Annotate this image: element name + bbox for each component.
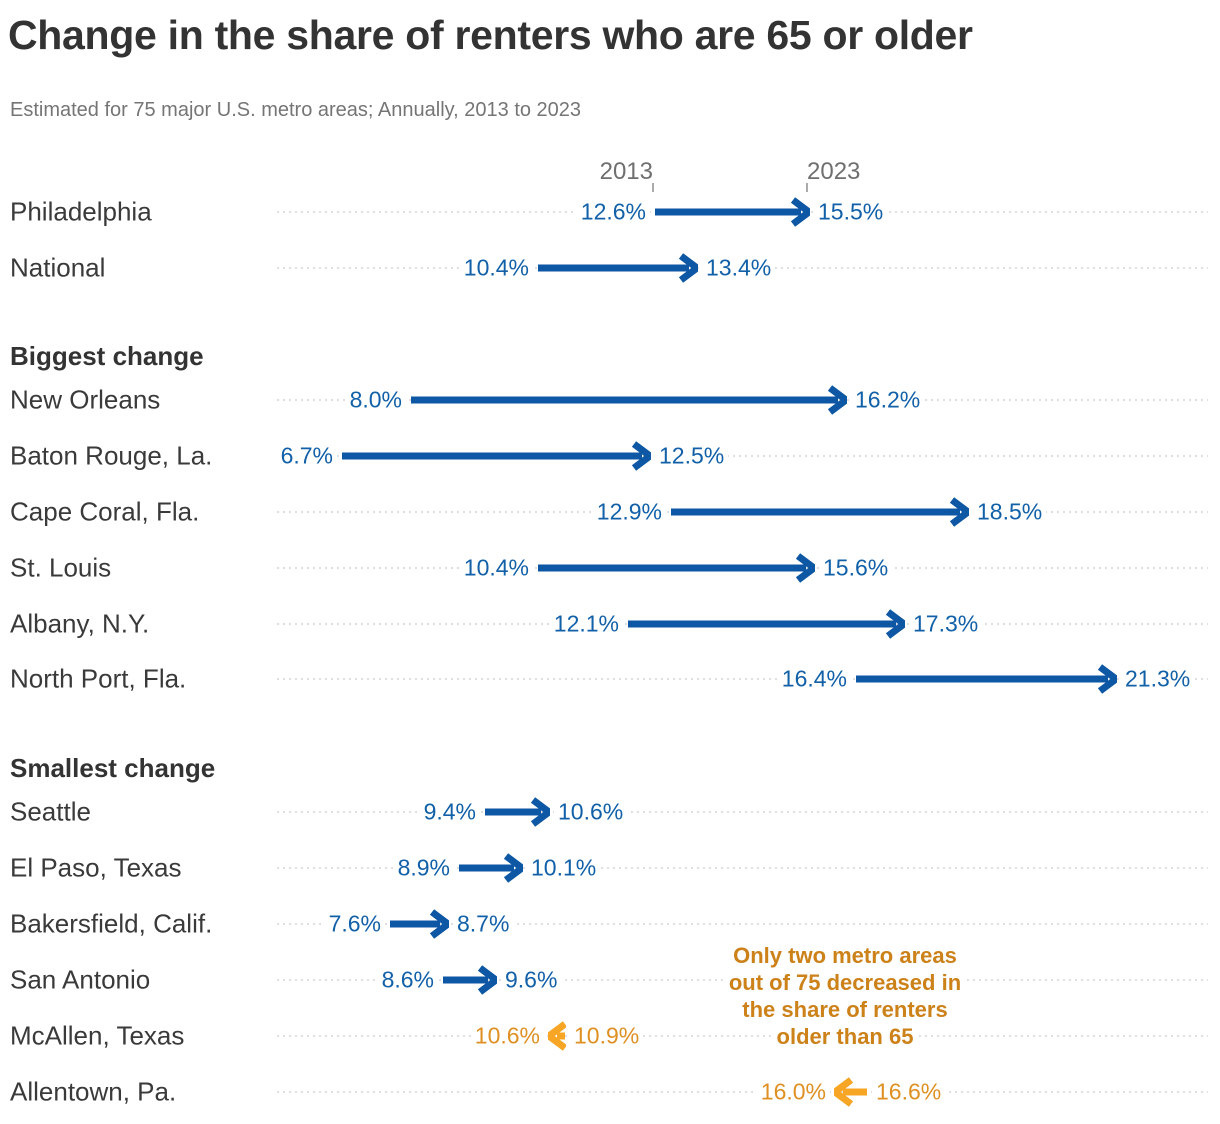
axis-label-2013: 2013	[599, 158, 653, 185]
end-value-label: 21.3%	[1121, 665, 1195, 693]
start-value-label: 8.6%	[377, 966, 438, 994]
end-value-label: 16.2%	[851, 386, 925, 414]
axis-tick-2013	[652, 183, 654, 192]
end-value-label: 13.4%	[702, 254, 776, 282]
leader-line	[277, 867, 1208, 869]
increase-arrow	[443, 965, 497, 995]
leader-line	[277, 1091, 1208, 1093]
row-label: Bakersfield, Calif.	[10, 908, 213, 939]
end-value-label: 18.5%	[973, 498, 1047, 526]
row-label: McAllen, Texas	[10, 1020, 185, 1051]
section-heading: Biggest change	[10, 341, 204, 371]
increase-arrow	[342, 441, 651, 471]
increase-arrow	[655, 197, 810, 227]
row-label: Cape Coral, Fla.	[10, 496, 200, 527]
leader-line	[277, 455, 1208, 457]
increase-arrow	[411, 385, 847, 415]
row-label: North Port, Fla.	[10, 663, 187, 694]
decrease-arrow	[548, 1021, 566, 1051]
axis-label-2023: 2023	[807, 158, 861, 185]
start-value-label: 12.9%	[592, 498, 666, 526]
end-value-label: 15.6%	[819, 554, 893, 582]
row-label: Albany, N.Y.	[10, 608, 150, 639]
end-value-label: 9.6%	[501, 966, 562, 994]
end-value-label: 17.3%	[909, 610, 983, 638]
chart-title: Change in the share of renters who are 6…	[8, 12, 973, 58]
start-value-label: 12.1%	[549, 610, 623, 638]
increase-arrow	[671, 497, 969, 527]
end-value-label: 10.6%	[554, 798, 628, 826]
increase-arrow	[459, 853, 523, 883]
leader-line	[277, 811, 1208, 813]
increase-arrow	[390, 909, 449, 939]
row-label: Philadelphia	[10, 196, 152, 227]
start-value-label: 9.4%	[419, 798, 480, 826]
end-value-label: 10.1%	[527, 854, 601, 882]
end-value-label: 15.5%	[814, 198, 888, 226]
annotation-line: older than 65	[773, 1024, 917, 1049]
increase-arrow	[485, 797, 550, 827]
annotation-line: the share of renters	[739, 997, 951, 1022]
leader-line	[277, 923, 1208, 925]
start-value-label: 6.7%	[276, 442, 337, 470]
axis-tick-2023	[806, 183, 808, 192]
row-label: New Orleans	[10, 384, 161, 415]
increase-arrow	[538, 253, 698, 283]
section-heading: Smallest change	[10, 753, 216, 783]
increase-arrow	[856, 664, 1117, 694]
end-value-label: 8.7%	[453, 910, 514, 938]
start-value-label: 12.6%	[576, 198, 650, 226]
chart-subtitle: Estimated for 75 major U.S. metro areas;…	[10, 99, 582, 121]
start-value-label: 10.4%	[459, 254, 533, 282]
end-value-label: 16.0%	[756, 1078, 830, 1106]
start-value-label: 10.4%	[459, 554, 533, 582]
row-label: St. Louis	[10, 552, 112, 583]
annotation-line: Only two metro areas	[730, 943, 960, 968]
row-label: San Antonio	[10, 964, 151, 995]
annotation-callout: Only two metro areas out of 75 decreased …	[700, 942, 990, 1050]
row-label: Seattle	[10, 796, 91, 827]
start-value-label: 10.9%	[570, 1022, 644, 1050]
end-value-label: 10.6%	[470, 1022, 544, 1050]
start-value-label: 8.9%	[393, 854, 454, 882]
decrease-arrow	[834, 1077, 867, 1107]
start-value-label: 7.6%	[324, 910, 385, 938]
start-value-label: 16.6%	[872, 1078, 946, 1106]
row-label: El Paso, Texas	[10, 852, 182, 883]
increase-arrow	[628, 609, 905, 639]
row-label: Allentown, Pa.	[10, 1076, 177, 1107]
leader-line	[277, 678, 1208, 680]
start-value-label: 16.4%	[777, 665, 851, 693]
row-label: Baton Rouge, La.	[10, 440, 213, 471]
annotation-line: out of 75 decreased in	[725, 970, 965, 995]
increase-arrow	[538, 553, 815, 583]
start-value-label: 8.0%	[345, 386, 406, 414]
row-label: National	[10, 252, 106, 283]
leader-line	[277, 1035, 1208, 1037]
end-value-label: 12.5%	[655, 442, 729, 470]
